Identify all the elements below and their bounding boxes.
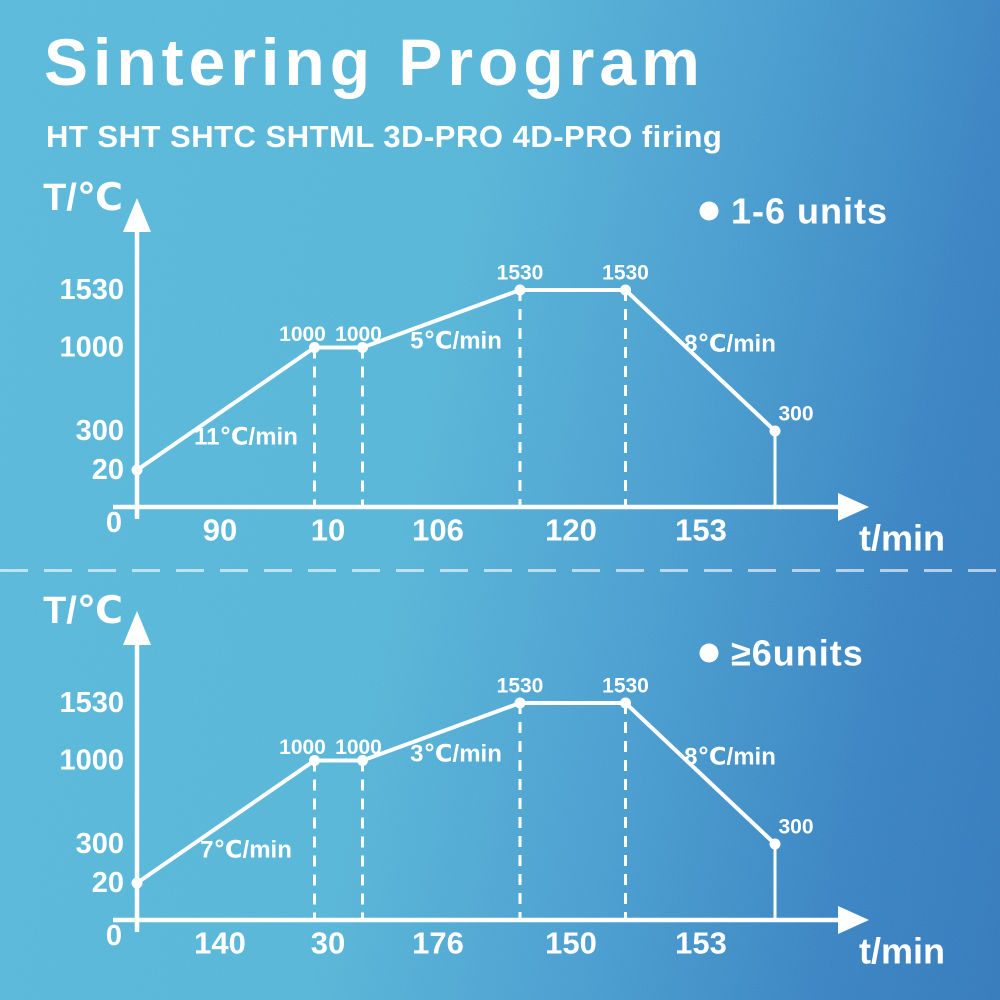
rate-label: 5℃/min — [410, 328, 502, 355]
header: Sintering Program HT SHT SHTC SHTML 3D-P… — [44, 25, 723, 155]
x-tick-label: 140 — [194, 926, 246, 961]
x-tick-label: 106 — [412, 513, 464, 548]
x-tick-label: 150 — [545, 926, 597, 961]
x-tick-label: 153 — [675, 926, 727, 961]
data-point-dot — [620, 697, 631, 709]
data-point-dot — [769, 425, 781, 437]
data-point-dot — [514, 697, 526, 709]
rate-label: 3℃/min — [410, 741, 502, 768]
data-point-dot — [131, 464, 143, 476]
y-axis-title: T/℃ — [43, 177, 123, 219]
x-axis-title: t/min — [859, 931, 945, 972]
legend-label: 1-6 units — [731, 191, 888, 232]
point-value-label: 1530 — [497, 262, 544, 285]
x-tick-label: 90 — [203, 513, 237, 548]
page-title: Sintering Program — [44, 25, 705, 99]
rate-label: 7℃/min — [200, 837, 292, 864]
y-axis-arrow-icon — [123, 611, 151, 645]
y-tick-label: 300 — [76, 828, 124, 860]
data-point-dot — [769, 838, 781, 850]
y-axis-arrow-icon — [123, 198, 151, 232]
origin-label: 0 — [106, 920, 122, 952]
data-point-dot — [514, 284, 526, 296]
y-tick-label: 1000 — [59, 745, 124, 777]
rate-label: 8℃/min — [684, 744, 776, 771]
point-value-label: 1530 — [602, 262, 649, 285]
y-tick-label: 20 — [92, 867, 124, 899]
point-value-label: 1000 — [335, 323, 382, 346]
y-tick-label: 1530 — [59, 274, 124, 306]
point-value-label: 300 — [778, 403, 813, 426]
legend-bullet-icon — [699, 643, 719, 663]
y-tick-label: 300 — [76, 415, 124, 447]
rate-label: 8℃/min — [684, 331, 776, 358]
point-value-label: 1000 — [335, 736, 382, 759]
x-tick-label: 10 — [311, 513, 345, 548]
point-value-label: 1000 — [279, 323, 326, 346]
x-tick-label: 30 — [311, 926, 345, 961]
origin-label: 0 — [106, 507, 122, 539]
point-value-label: 300 — [778, 816, 813, 839]
y-axis-title: T/℃ — [43, 590, 123, 632]
point-value-label: 1530 — [497, 675, 544, 698]
y-tick-label: 1530 — [59, 687, 124, 719]
x-axis-title: t/min — [859, 518, 945, 559]
chart-1-6-units: T/℃ t/min 1-6 units 1000 1000 1530 1530 300 11℃/… — [0, 160, 1000, 560]
data-point-dot — [620, 284, 631, 296]
y-tick-label: 1000 — [59, 332, 124, 364]
page-subtitle: HT SHT SHTC SHTML 3D-PRO 4D-PRO firing — [46, 119, 723, 155]
x-tick-label: 176 — [412, 926, 464, 961]
legend-label: ≥6units — [731, 633, 864, 674]
data-point-dot — [131, 877, 143, 889]
chart-6plus-units: T/℃ t/min ≥6units 1000 1000 1530 1530 300 7℃/min… — [0, 573, 1000, 973]
point-value-label: 1530 — [602, 675, 649, 698]
x-tick-label: 153 — [675, 513, 727, 548]
section-divider — [0, 569, 1000, 572]
y-tick-label: 20 — [92, 454, 124, 486]
x-tick-label: 120 — [545, 513, 597, 548]
point-value-label: 1000 — [279, 736, 326, 759]
rate-label: 11℃/min — [194, 424, 298, 451]
legend-bullet-icon — [699, 201, 719, 221]
